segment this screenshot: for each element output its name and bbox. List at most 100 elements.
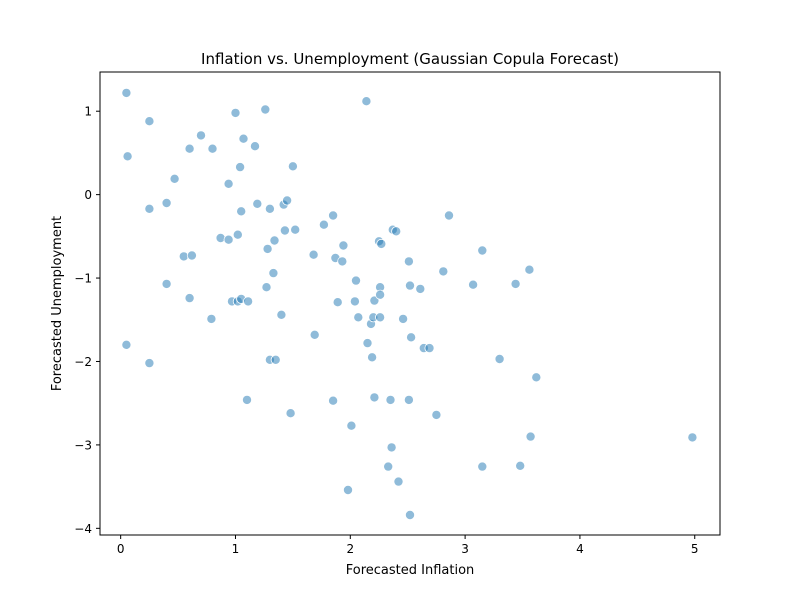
x-axis-label: Forecasted Inflation <box>346 563 475 578</box>
x-tick-label: 0 <box>117 542 125 556</box>
scatter-point <box>232 229 243 240</box>
scatter-point <box>262 243 273 254</box>
scatter-point <box>403 256 414 267</box>
x-axis-ticks: 0 1 2 3 4 5 <box>117 535 699 556</box>
scatter-point <box>524 264 535 275</box>
scatter-point <box>243 296 254 307</box>
scatter-point <box>328 395 339 406</box>
plot-frame <box>99 71 721 536</box>
y-tick-label: −4 <box>74 522 92 536</box>
scatter-point <box>383 461 394 472</box>
scatter-point <box>376 238 387 249</box>
scatter-point <box>223 234 234 245</box>
scatter-point <box>349 296 360 307</box>
scatter-point <box>362 338 373 349</box>
scatter-point <box>687 432 698 443</box>
scatter-point <box>406 332 417 343</box>
y-tick-label: 0 <box>84 188 92 202</box>
scatter-point <box>169 173 180 184</box>
scatter-point <box>264 203 275 214</box>
x-tick-label: 3 <box>461 542 469 556</box>
scatter-point <box>353 312 364 323</box>
scatter-point <box>285 408 296 419</box>
scatter-point <box>207 143 218 154</box>
x-tick-label: 1 <box>232 542 240 556</box>
scatter-point <box>184 143 195 154</box>
scatter-point <box>477 245 488 256</box>
scatter-point <box>236 206 247 217</box>
scatter-point <box>443 210 454 221</box>
scatter-point <box>186 250 197 261</box>
scatter-point <box>215 232 226 243</box>
scatter-point <box>494 353 505 364</box>
scatter-point <box>468 279 479 290</box>
scatter-point <box>375 289 386 300</box>
scatter-point <box>431 409 442 420</box>
scatter-point <box>515 460 526 471</box>
scatter-point <box>121 87 132 98</box>
scatter-point <box>290 224 301 235</box>
scatter-point <box>144 203 155 214</box>
scatter-point <box>531 372 542 383</box>
scatter-point <box>144 116 155 127</box>
scatter-point <box>287 161 298 172</box>
scatter-point <box>338 240 349 251</box>
scatter-point <box>391 226 402 237</box>
scatter-point <box>270 354 281 365</box>
scatter-point <box>235 162 246 173</box>
scatter-point <box>309 329 320 340</box>
scatter-point <box>122 151 133 162</box>
scatter-point <box>403 394 414 405</box>
scatter-point <box>386 442 397 453</box>
scatter-point <box>398 313 409 324</box>
scatter-point <box>385 394 396 405</box>
scatter-point <box>249 141 260 152</box>
scatter-point <box>332 297 343 308</box>
scatter-point <box>525 431 536 442</box>
y-tick-label: 1 <box>84 105 92 119</box>
scatter-point <box>342 484 353 495</box>
scatter-point <box>206 313 217 324</box>
points-layer <box>121 87 698 520</box>
scatter-point <box>279 225 290 236</box>
scatter-point <box>346 420 357 431</box>
scatter-point <box>184 293 195 304</box>
scatter-point <box>269 235 280 246</box>
scatter-point <box>404 509 415 520</box>
scatter-point <box>510 278 521 289</box>
scatter-point <box>260 104 271 115</box>
scatter-point <box>328 210 339 221</box>
scatter-point <box>393 476 404 487</box>
scatter-point <box>223 178 234 189</box>
scatter-point <box>195 130 206 141</box>
scatter-point <box>337 256 348 267</box>
scatter-point <box>308 249 319 260</box>
x-tick-label: 4 <box>576 542 584 556</box>
scatter-point <box>318 219 329 230</box>
y-tick-label: −1 <box>74 272 92 286</box>
scatter-point <box>350 275 361 286</box>
x-tick-label: 2 <box>346 542 354 556</box>
y-axis-ticks: 1 0 −1 −2 −3 −4 <box>74 105 100 536</box>
scatter-point <box>438 266 449 277</box>
scatter-point <box>375 312 386 323</box>
scatter-point <box>404 280 415 291</box>
scatter-point <box>261 282 272 293</box>
chart-title: Inflation vs. Unemployment (Gaussian Cop… <box>201 50 619 68</box>
scatter-point <box>121 339 132 350</box>
scatter-point <box>238 133 249 144</box>
scatter-point <box>161 278 172 289</box>
y-tick-label: −2 <box>74 355 92 369</box>
scatter-point <box>369 392 380 403</box>
scatter-point <box>282 195 293 206</box>
plot-area <box>100 72 720 535</box>
scatter-point <box>367 352 378 363</box>
scatter-point <box>268 268 279 279</box>
scatter-point <box>252 198 263 209</box>
scatter-point <box>276 309 287 320</box>
y-axis-label: Forecasted Unemployment <box>50 216 65 391</box>
scatter-point <box>144 358 155 369</box>
scatter-point <box>230 107 241 118</box>
